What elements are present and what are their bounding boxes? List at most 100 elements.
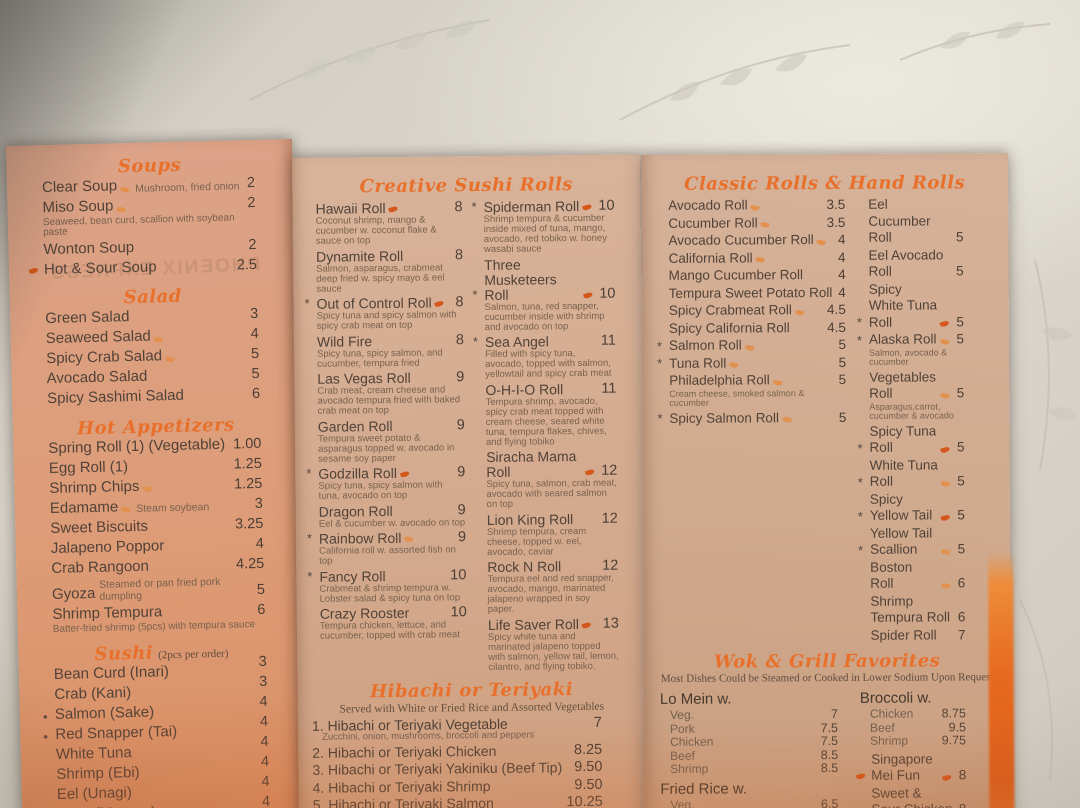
item-name: Bean Curd (Inari) (53, 663, 170, 683)
sushi-note: (2pcs per order) (158, 647, 229, 662)
item-price: 6 (257, 601, 266, 618)
menu-middle-panel: Creative Sushi Rolls Hawaii Roll 8 Coconut… (292, 154, 647, 808)
item-name: Crab (Kani) (54, 684, 132, 703)
spicy-icon (941, 445, 951, 454)
item-price: 7 (957, 626, 966, 642)
item-description: Eel & cucumber w. avocado on top (318, 516, 466, 530)
spicy-icon (856, 771, 866, 780)
variant-price: 7.5 (820, 733, 839, 749)
menu-item: Spicy Sashimi Salad 6 (34, 385, 260, 409)
gluten-free-icon (942, 581, 952, 590)
item-price: 5 (956, 439, 965, 455)
orange-edge-bar (988, 551, 1015, 808)
item-marker: * (657, 410, 663, 426)
classic-rolls-columns: Avocado Roll 3.5 Cucumber Roll 3.5 Avocado C… (641, 193, 1010, 646)
item-price: 4.25 (235, 555, 265, 573)
item-name: Yellow Tail Scallion (869, 524, 933, 557)
menu-item: Philadelphia Roll 5 Cream cheese, smoked s… (656, 372, 846, 408)
menu-item: Lion King Roll 12 Shrimp tempura, cream ch… (474, 510, 618, 558)
menu-item: Wild Fire 8 Spicy tuna, spicy salmon, and … (304, 332, 464, 370)
gluten-free-icon (165, 354, 175, 363)
variant-name: Veg. (669, 707, 694, 722)
item-marker: * (858, 542, 864, 558)
item-price: 5 (957, 541, 966, 557)
item-description: Salmon, avocado & cucumber (869, 346, 948, 367)
item-name: Sweet & Sour Chicken (871, 785, 952, 808)
spicy-icon (435, 299, 445, 308)
item-price: 5 (956, 313, 964, 329)
item-name: Philadelphia Roll (669, 372, 770, 388)
item-name: Wild Fire (316, 332, 373, 350)
item-price: 4 (259, 713, 269, 730)
creative-rolls-col1: Hawaii Roll 8 Coconut shrimp, mango & cucu… (302, 199, 475, 677)
item-price: 2 (246, 174, 256, 192)
category-name: Lo Mein w. (659, 690, 732, 708)
gluten-free-icon (404, 535, 414, 544)
item-price: 4 (260, 753, 270, 770)
item-name: Sea Angel (484, 333, 549, 350)
item-name: Tuna Roll (669, 355, 727, 371)
item-price: 5 (250, 345, 260, 363)
item-price: 10 (450, 604, 467, 621)
salad-list: Green Salad 3 Seaweed Salad 4 Spicy Crab Sal… (10, 304, 298, 409)
item-price: 9 (457, 464, 466, 481)
item-name: Garden Roll (317, 417, 393, 435)
item-marker: * (306, 530, 313, 546)
menu-item: 1. Hibachi or Teriyaki Vegetable 7 Zucchin… (310, 715, 602, 743)
item-price: 3 (249, 305, 259, 323)
item-name: Spring Roll (1) (Vegetable) (48, 435, 226, 457)
item-name: Miso Soup (42, 197, 114, 217)
item-name: 3. Hibachi or Teriyaki Yakiniku (Beef Ti… (312, 759, 563, 778)
item-price: 3.25 (234, 515, 264, 533)
item-name: Green Salad (45, 308, 130, 328)
item-price: 5 (956, 263, 964, 279)
item-name: Three Musketeers Roll (484, 256, 557, 303)
menu-item: Boston Roll 6 (857, 559, 965, 593)
item-description: Tempura chicken, lettuce, and cucumber, … (319, 619, 460, 642)
item-price: 5 (956, 331, 965, 347)
item-description: Tempura eel and red snapper, avocado, ma… (487, 572, 614, 615)
item-marker: * (472, 334, 479, 350)
item-name: Mango Cucumber Roll (668, 267, 803, 283)
gluten-free-icon (941, 479, 951, 488)
menu-item: * Spicy Salmon Roll 5 (656, 409, 846, 426)
item-description: Salmon, asparagus, crabmeat deep fried w… (316, 261, 445, 295)
item-name: 1. Hibachi or Teriyaki Vegetable (311, 715, 508, 734)
classic-rolls-col2: Eel Cucumber Roll 5 Eel Avocado Roll 5 * Spic… (855, 196, 966, 645)
item-name: Gyoza (51, 584, 96, 604)
variant-name: Chicken (869, 706, 914, 721)
item-name: Clear Soup (41, 177, 118, 197)
item-name: Spicy California Roll (668, 319, 790, 336)
wok-col1: Lo Mein w. Veg. 7 Pork 7.5 Chicken 7.5 Beef 8.5 S… (658, 689, 861, 808)
variant-row: Shrimp 8.5 (658, 760, 848, 776)
item-description: Cream cheese, smoked salmon & cucumber (669, 387, 805, 408)
menu-left-panel: PHOENIX EXPRESS Soups Clear Soup Mushroom… (6, 139, 310, 808)
spicy-icon (941, 513, 951, 522)
menu-item: Mango Cucumber Roll 4 (656, 267, 846, 284)
menu-item: Eel Cucumber Roll 5 (855, 196, 963, 246)
classic-rolls-col1: Avocado Roll 3.5 Cucumber Roll 3.5 Avocado C… (655, 197, 857, 646)
wok-columns: Lo Mein w. Veg. 7 Pork 7.5 Chicken 7.5 Beef 8.5 S… (644, 685, 1014, 808)
item-name: Spicy Crab Salad (45, 347, 163, 368)
item-name: Hot & Sour Soup (43, 257, 157, 278)
menu-item: 4. Hibachi or Teriyaki Shrimp 9.50 (311, 776, 603, 795)
item-price: 4 (837, 249, 846, 265)
item-description: Tempura shrimp, avocado, spicy crab meat… (485, 395, 607, 448)
item-description: Salmon, tuna, red snapper, cucumber insi… (484, 300, 605, 333)
variant-price: 8.5 (820, 760, 839, 776)
item-name: Spiderman Roll (483, 197, 580, 215)
menu-item: * Sea Angel 11 Filled with spicy tuna, avoc… (472, 333, 616, 381)
item-description: Coconut shrimp, mango & cucumber w. coco… (315, 214, 437, 247)
soups-list: Clear Soup Mushroom, fried onion 2 Miso Sou… (7, 173, 295, 280)
item-name: O-H-I-O Roll (485, 380, 564, 398)
category-name: Fried Rice w. (660, 779, 748, 798)
item-name: Godzilla Roll (318, 464, 397, 482)
item-name: Spider Roll (870, 626, 937, 643)
item-price: 4 (259, 693, 268, 710)
item-price: 4 (250, 325, 259, 343)
gluten-free-icon (941, 391, 951, 400)
item-name: Spicy Tuna Roll (869, 422, 937, 455)
spicy-icon (585, 468, 595, 477)
